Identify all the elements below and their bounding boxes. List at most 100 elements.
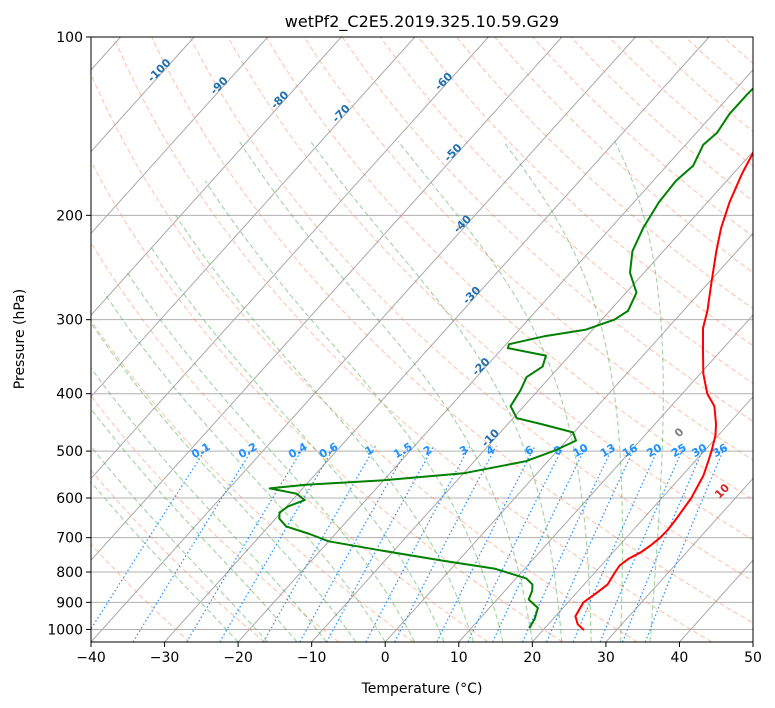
dry-adiabat	[303, 37, 753, 461]
moist-adiabats	[91, 140, 664, 642]
moist-adiabat	[310, 140, 563, 642]
dry-adiabat	[494, 37, 753, 274]
mixing-ratio-label: 6	[523, 443, 536, 458]
x-tick-label: −30	[150, 650, 180, 666]
line-labels: 0.1 0.2 0.4 0.6 1 1.5 2 3 4 6 8 10 13 16 20 25 30 36-100-…	[145, 56, 775, 549]
isotherm	[91, 37, 195, 153]
dry-adiabat	[189, 37, 753, 582]
y-tick-label: 1000	[47, 622, 83, 638]
dewpoint-line	[268, 87, 753, 629]
isotherm	[458, 314, 753, 642]
dry-adiabat	[456, 37, 753, 310]
mixing-ratio-label: 1.5	[391, 440, 414, 461]
isotherm	[752, 641, 753, 642]
mixing-ratio-line	[326, 445, 435, 642]
mixing-ratio-label: 20	[644, 441, 664, 460]
dry-adiabat	[91, 543, 191, 642]
mixing-ratio-line	[492, 445, 587, 642]
moist-adiabat	[91, 367, 327, 642]
dry-adiabat-label: 0	[672, 425, 687, 440]
dry-adiabat	[91, 160, 563, 642]
isotherm	[605, 477, 753, 642]
isotherm	[91, 37, 416, 398]
mixing-ratio-lines	[91, 445, 726, 642]
dry-adiabat-label: -100	[145, 56, 174, 85]
dry-adiabat	[265, 37, 753, 501]
y-tick-label: 300	[56, 313, 83, 329]
moist-adiabat	[238, 141, 533, 642]
temperature-line	[574, 150, 753, 631]
moist-adiabat	[175, 214, 475, 642]
isotherm	[91, 37, 489, 480]
mixing-ratio-line	[599, 445, 685, 642]
dry-adiabat-label: -70	[330, 102, 353, 125]
mixing-ratio-label: 13	[598, 441, 618, 460]
dry-adiabat	[151, 37, 753, 624]
y-tick-label: 100	[56, 30, 83, 46]
mixing-ratio-label: 10	[571, 441, 591, 460]
dry-adiabat	[91, 241, 489, 642]
dry-adiabat	[91, 469, 265, 642]
moist-adiabat	[502, 140, 624, 642]
dry-adiabat	[608, 37, 753, 167]
y-tick-label: 700	[56, 531, 83, 547]
dry-adiabat	[379, 37, 753, 384]
x-tick-label: −20	[223, 650, 253, 666]
mixing-ratio-line	[91, 445, 209, 631]
moist-adiabat	[91, 322, 357, 642]
moist-adiabat	[91, 407, 298, 642]
y-tick-label: 800	[56, 565, 83, 581]
mixing-ratio-label: 0.6	[317, 440, 341, 461]
dry-adiabat	[341, 37, 753, 422]
mixing-ratio-label: 0.1	[189, 440, 212, 461]
isotherm	[91, 37, 563, 562]
isotherm	[91, 37, 269, 235]
dry-adiabat	[91, 73, 638, 642]
pressure-grid	[91, 37, 753, 630]
y-tick-label: 900	[56, 595, 83, 611]
mixing-ratio-label: 25	[669, 441, 689, 460]
plot-area: 0.1 0.2 0.4 0.6 1 1.5 2 3 4 6 8 10 13 16 20 25 30 36-100-…	[91, 37, 775, 642]
mixing-ratio-line	[132, 445, 256, 642]
dry-adiabat-label: 20	[765, 529, 775, 549]
x-tick-label: 30	[597, 650, 615, 666]
isotherm	[679, 559, 753, 642]
dry-adiabat-label: -50	[441, 141, 464, 164]
dry-adiabat-label: -10	[479, 426, 502, 449]
x-tick-label: 10	[450, 650, 468, 666]
x-axis-label: Temperature (°C)	[361, 681, 483, 697]
dry-adiabat	[91, 394, 340, 642]
plot-frame	[90, 36, 754, 643]
x-tick-label: −10	[297, 650, 327, 666]
sounding-series	[268, 87, 753, 631]
mixing-ratio-line	[219, 445, 336, 642]
chart-title: wetPf2_C2E5.2019.325.10.59.G29	[285, 12, 559, 32]
dry-adiabat	[113, 37, 713, 642]
moist-adiabat	[103, 292, 386, 642]
y-axis: 100 200 300 400 500 600 700 800 900 1000	[47, 30, 91, 638]
mixing-ratio-line	[299, 445, 410, 642]
x-tick-label: 50	[744, 650, 762, 666]
moist-adiabat	[126, 272, 416, 642]
mixing-ratio-label: 30	[690, 441, 710, 460]
x-axis: −40 −30 −20 −10 0 10 20 30 40 50	[76, 642, 762, 666]
x-tick-label: −40	[76, 650, 106, 666]
dry-adiabat-label: -60	[432, 70, 455, 93]
mixing-ratio-line	[572, 445, 661, 642]
dry-adiabat-label: -20	[469, 355, 492, 378]
dry-adiabats	[91, 37, 753, 642]
mixing-ratio-line	[467, 445, 565, 642]
y-tick-label: 500	[56, 444, 83, 460]
isotherm	[384, 232, 753, 642]
moist-adiabat	[397, 140, 592, 642]
x-tick-label: 20	[523, 650, 541, 666]
dry-adiabat	[91, 319, 414, 642]
isotherm	[91, 37, 342, 316]
mixing-ratio-line	[436, 445, 536, 642]
isotherm	[164, 37, 710, 642]
y-tick-label: 400	[56, 387, 83, 403]
isotherms	[91, 37, 753, 642]
x-tick-label: 0	[381, 650, 390, 666]
dry-adiabat	[684, 37, 753, 98]
